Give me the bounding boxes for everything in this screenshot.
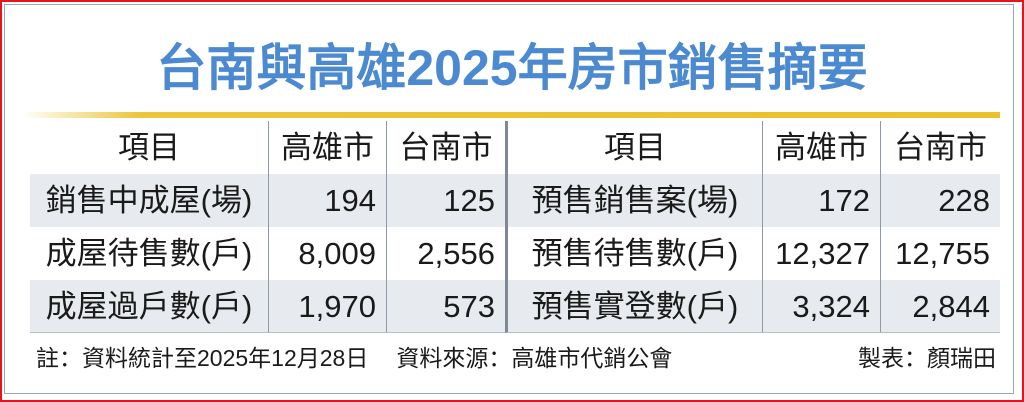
- header-cell: 台南市: [386, 121, 505, 174]
- value-cell: 2,556: [386, 227, 505, 280]
- header-cell: 項目: [505, 121, 762, 174]
- header-cell: 高雄市: [268, 121, 386, 174]
- value-cell: 3,324: [762, 280, 880, 333]
- row-label: 預售銷售案(場): [505, 174, 762, 227]
- value-cell: 8,009: [268, 227, 386, 280]
- value-cell: 2,844: [880, 280, 1000, 333]
- value-cell: 172: [762, 174, 880, 227]
- row-label: 預售實登數(戶): [505, 280, 762, 333]
- header-cell: 台南市: [880, 121, 1000, 174]
- footer-note: 註：資料統計至2025年12月28日: [36, 345, 369, 371]
- footer-left: 註：資料統計至2025年12月28日 資料來源：高雄市代銷公會: [36, 342, 672, 374]
- footer: 註：資料統計至2025年12月28日 資料來源：高雄市代銷公會 製表：顏瑞田: [36, 342, 996, 374]
- footer-source: 資料來源：高雄市代銷公會: [396, 345, 673, 371]
- value-cell: 228: [880, 174, 1000, 227]
- value-cell: 12,755: [880, 227, 1000, 280]
- value-cell: 125: [386, 174, 505, 227]
- row-label: 成屋待售數(戶): [45, 236, 253, 271]
- value-cell: 1,970: [268, 280, 386, 333]
- title-divider: [22, 112, 1000, 118]
- row-label: 成屋過戶數(戶): [30, 280, 268, 333]
- header-cell: 高雄市: [762, 121, 880, 174]
- summary-table: 項目 高雄市 台南市 項目 高雄市 台南市 銷售中成屋(場) 194 125 預…: [30, 121, 1000, 333]
- value-cell: 12,327: [762, 227, 880, 280]
- footer-credit: 製表：顏瑞田: [858, 345, 996, 371]
- value-cell: 194: [268, 174, 386, 227]
- header-cell: 項目: [118, 130, 180, 165]
- row-label: 銷售中成屋(場): [30, 174, 268, 227]
- value-cell: 573: [386, 280, 505, 333]
- page-title: 台南與高雄2025年房市銷售摘要: [156, 40, 868, 96]
- row-label: 預售待售數(戶): [505, 227, 762, 280]
